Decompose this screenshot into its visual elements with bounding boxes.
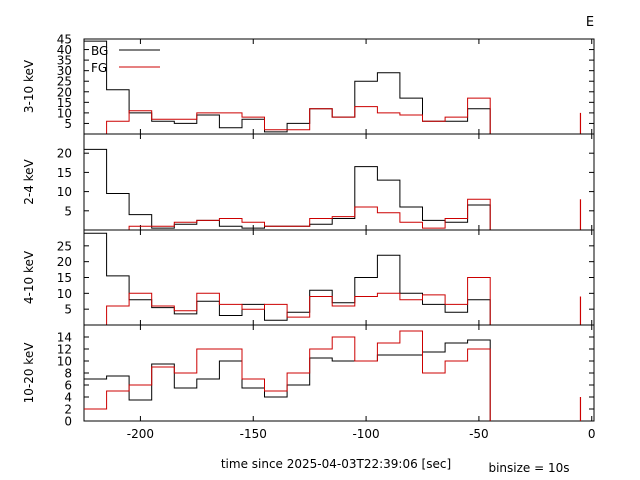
y-tick-label: 8 (64, 367, 72, 381)
fg-step-series (84, 97, 491, 134)
y-tick-label: 4 (64, 391, 72, 405)
x-tick-label: -150 (240, 427, 267, 441)
binsize-label: binsize = 10s (488, 461, 569, 475)
legend-fg-label: FG (91, 61, 107, 75)
bg-step-series (84, 148, 491, 230)
y-tick-label: 25 (57, 75, 72, 89)
legend-bg-label: BG (91, 44, 108, 58)
y-axis-label: 4-10 keV (22, 250, 36, 304)
bg-step-series (84, 40, 491, 134)
y-tick-label: 15 (57, 166, 72, 180)
y-axis-label: 10-20 keV (22, 342, 36, 404)
y-tick-label: 6 (64, 379, 72, 393)
panel-frame (83, 38, 595, 135)
x-tick-label: -200 (127, 427, 154, 441)
y-axis-label: 2-4 keV (22, 158, 36, 204)
x-tick-label: -50 (469, 427, 489, 441)
y-tick-label: 5 (64, 117, 72, 131)
y-tick-label: 5 (64, 303, 72, 317)
y-tick-label: 15 (57, 96, 72, 110)
fg-step-series (84, 198, 491, 230)
fg-step-series (84, 330, 491, 421)
y-tick-label: 20 (57, 147, 72, 161)
y-tick-label: 40 (57, 43, 72, 57)
y-tick-label: 5 (64, 204, 72, 218)
y-tick-label: 14 (57, 331, 72, 345)
y-tick-label: 10 (57, 106, 72, 120)
y-tick-label: 20 (57, 85, 72, 99)
y-tick-label: 10 (57, 185, 72, 199)
y-tick-label: 35 (57, 54, 72, 68)
x-tick-label: 0 (588, 427, 596, 441)
fg-step-series (84, 277, 491, 325)
y-tick-label: 10 (57, 355, 72, 369)
y-tick-label: 2 (64, 403, 72, 417)
y-tick-label: 15 (57, 271, 72, 285)
panel-frame (83, 133, 595, 231)
y-tick-label: 20 (57, 255, 72, 269)
corner-label: E (586, 15, 594, 30)
y-tick-label: 45 (57, 33, 72, 47)
panel-2: 5 10 15 20 2-4 keV (22, 133, 595, 231)
x-axis-title: time since 2025-04-03T22:39:06 [sec] (221, 457, 451, 471)
y-axis-label: 3-10 keV (22, 59, 36, 113)
y-tick-label: 25 (57, 239, 72, 253)
panel-frame (83, 324, 595, 422)
panel-frame (83, 229, 595, 326)
y-tick-label: 12 (57, 343, 72, 357)
y-tick-label: 30 (57, 64, 72, 78)
x-tick-label: -100 (352, 427, 379, 441)
legend: BG FG (91, 44, 160, 75)
y-tick-label: 0 (64, 415, 72, 429)
panel-3: 5 10 15 20 25 4-10 keV (22, 229, 595, 326)
y-tick-label: 10 (57, 287, 72, 301)
